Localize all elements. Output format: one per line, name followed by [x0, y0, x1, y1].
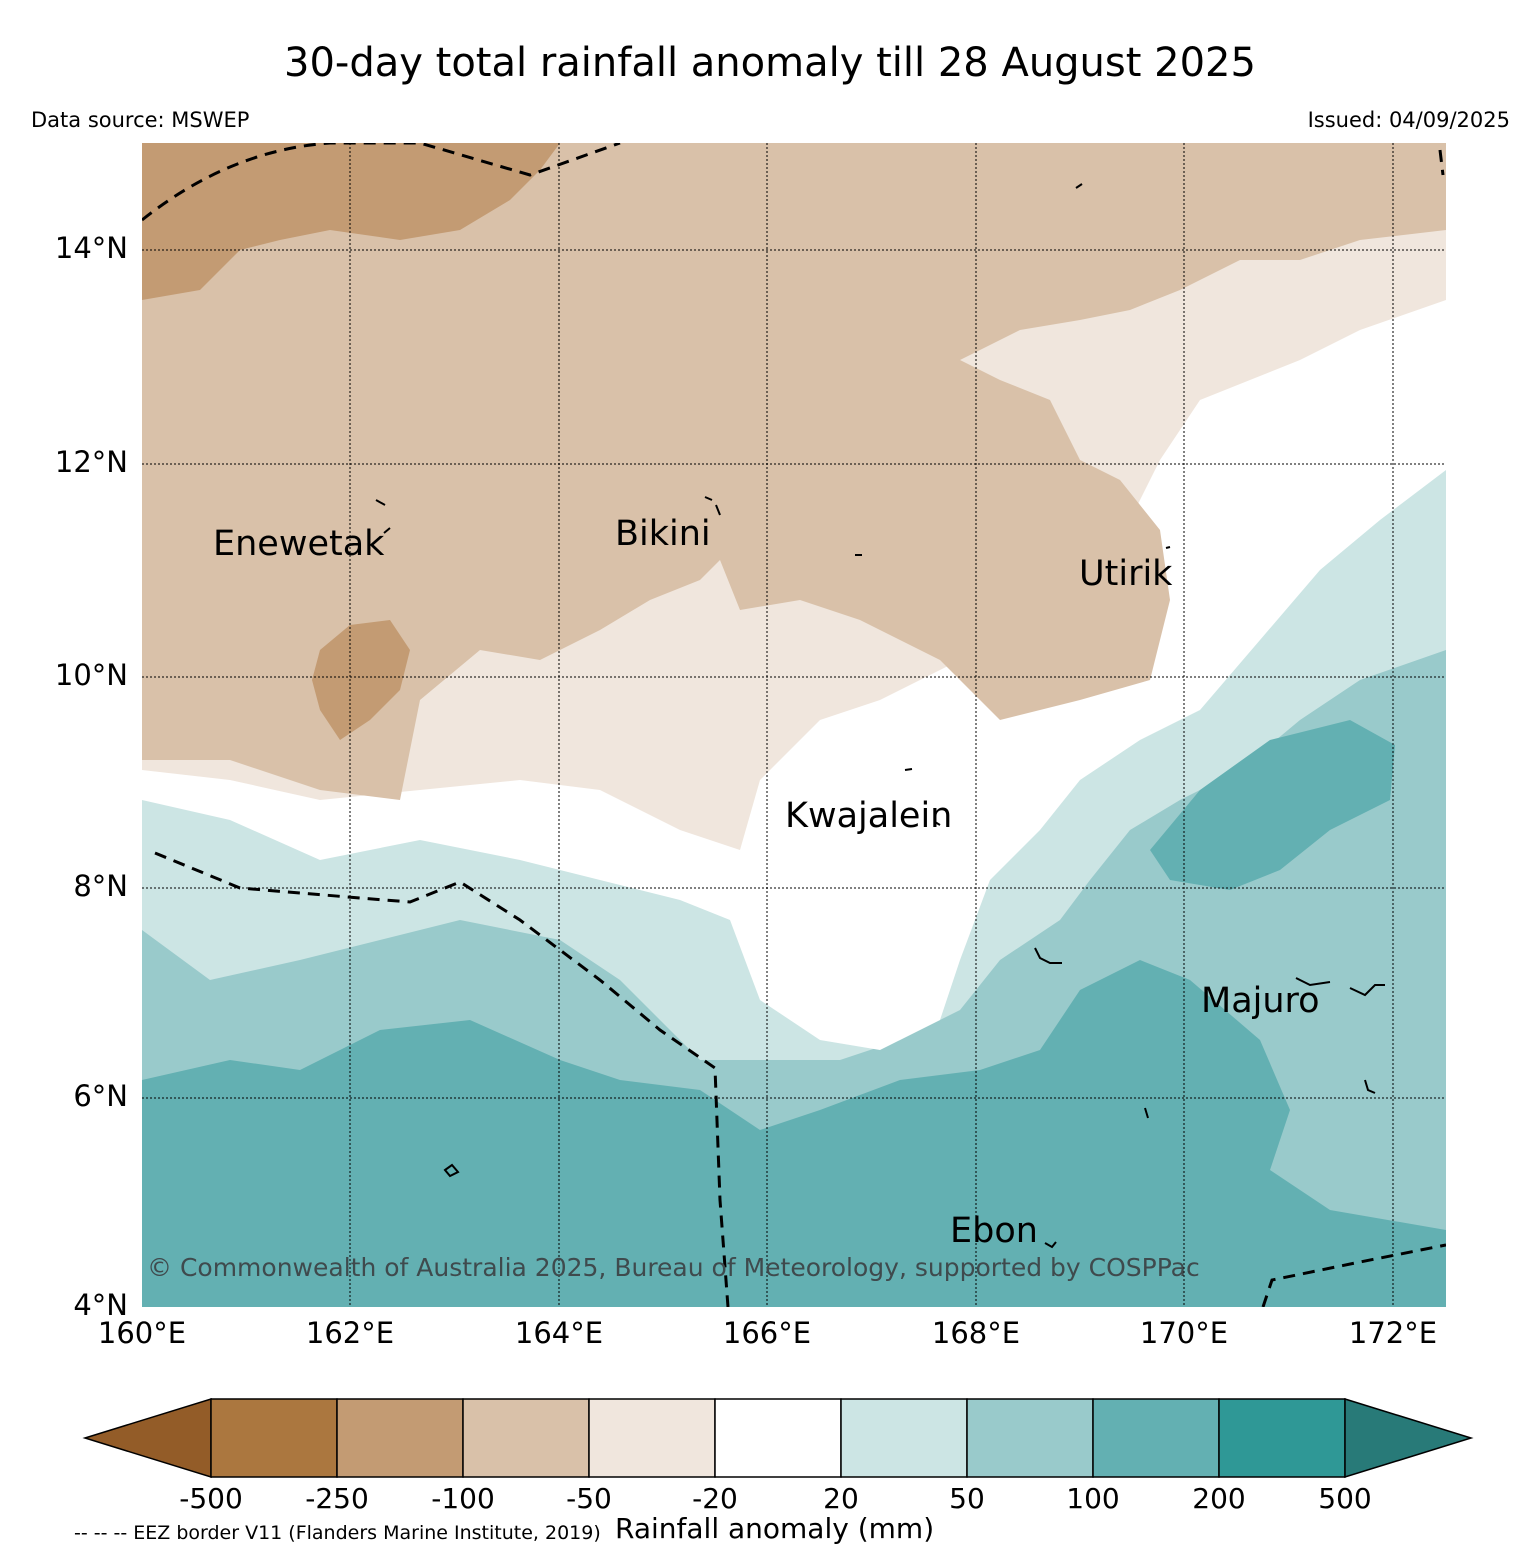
colorbar-tick: -500: [179, 1482, 243, 1515]
lon-label: 172°E: [1348, 1316, 1438, 1350]
colorbar-swatch: [1092, 1398, 1220, 1478]
place-label-utirik: Utirik: [1079, 554, 1173, 594]
lon-label: 162°E: [305, 1316, 395, 1350]
data-source-label: Data source: MSWEP: [31, 108, 250, 132]
issued-date-label: Issued: 04/09/2025: [1307, 108, 1510, 132]
lat-label: 6°N: [73, 1079, 128, 1113]
colorbar-tick: 100: [1066, 1482, 1120, 1515]
colorbar-swatch: [966, 1398, 1094, 1478]
rain-band-dry-strong-north: [142, 143, 560, 300]
colorbar-tick: 200: [1192, 1482, 1246, 1515]
lat-label: 4°N: [73, 1288, 128, 1322]
colorbar-tick: -100: [431, 1482, 495, 1515]
lon-label: 166°E: [722, 1316, 812, 1350]
colorbar-swatch: [714, 1398, 842, 1478]
copyright-notice: © Commonwealth of Australia 2025, Bureau…: [147, 1253, 1200, 1282]
colorbar: [82, 1397, 1474, 1479]
colorbar-extend-low: [82, 1397, 212, 1479]
colorbar-tick: -20: [692, 1482, 738, 1515]
colorbar-tick: -250: [305, 1482, 369, 1515]
place-label-bikini: Bikini: [615, 514, 711, 554]
colorbar-extend-high: [1344, 1397, 1474, 1479]
graticule: [142, 143, 1446, 1307]
colorbar-swatch: [462, 1398, 590, 1478]
colorbar-swatch: [336, 1398, 464, 1478]
eez-border-lines: [142, 143, 1446, 1307]
lat-label: 14°N: [54, 231, 128, 265]
place-label-enewetak: Enewetak: [213, 524, 385, 564]
place-label-ebon: Ebon: [950, 1211, 1038, 1251]
colorbar-swatch: [1218, 1398, 1346, 1478]
colorbar-label: Rainfall anomaly (mm): [615, 1512, 935, 1545]
map-title: 30-day total rainfall anomaly till 28 Au…: [284, 40, 1256, 86]
rain-band-100-200-east: [1150, 720, 1395, 890]
lat-label: 12°N: [54, 445, 128, 479]
lat-label: 8°N: [73, 869, 128, 903]
place-label-kwajalein: Kwajalein: [785, 796, 953, 836]
colorbar-swatch: [210, 1398, 338, 1478]
lon-label: 164°E: [514, 1316, 604, 1350]
atoll-outlines: [375, 183, 1385, 1249]
place-label-majuro: Majuro: [1201, 981, 1320, 1021]
colorbar-tick: 20: [823, 1482, 859, 1515]
colorbar-tick: 500: [1318, 1482, 1372, 1515]
lon-label: 168°E: [931, 1316, 1021, 1350]
rain-band-dry-medium: [142, 143, 1446, 800]
colorbar-tick: 50: [949, 1482, 985, 1515]
colorbar-swatch: [588, 1398, 716, 1478]
eez-legend-note: -- -- -- EEZ border V11 (Flanders Marine…: [74, 1522, 601, 1544]
lat-label: 10°N: [54, 658, 128, 692]
lon-label: 160°E: [97, 1316, 187, 1350]
colorbar-tick: -50: [566, 1482, 612, 1515]
colorbar-swatch: [840, 1398, 968, 1478]
lon-label: 170°E: [1139, 1316, 1229, 1350]
rain-band-dry-strong-blob: [312, 620, 410, 740]
